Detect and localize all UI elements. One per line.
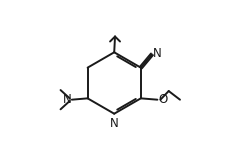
- Text: N: N: [110, 117, 118, 130]
- Text: O: O: [158, 93, 167, 106]
- Text: N: N: [153, 47, 162, 60]
- Text: N: N: [62, 93, 71, 106]
